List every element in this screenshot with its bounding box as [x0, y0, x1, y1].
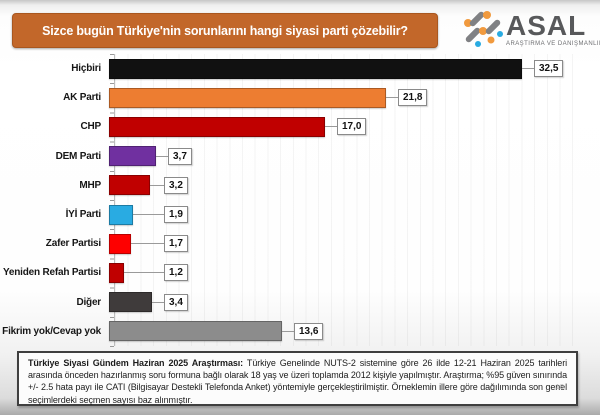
chart-row: CHP 17,0 — [0, 112, 590, 141]
asal-logo: ASAL ARAŞTIRMA VE DANIŞMANLIK — [461, 9, 600, 51]
value-label: 1,9 — [164, 205, 188, 223]
value-label: 1,7 — [164, 235, 188, 253]
bar-track: 21,8 — [108, 83, 590, 112]
bar-track: 17,0 — [108, 112, 590, 141]
leader-line — [156, 155, 168, 157]
bar — [109, 204, 133, 225]
question-banner: Sizce bugün Türkiye'nin sorunlarını hang… — [12, 13, 438, 48]
category-label: Zafer Partisi — [45, 238, 101, 250]
chart-row: AK Parti 21,8 — [0, 83, 590, 112]
bar — [109, 58, 522, 79]
bar — [109, 146, 156, 167]
asal-logo-caption: ARAŞTIRMA VE DANIŞMANLIK — [506, 40, 600, 47]
category-label: Hiçbiri — [71, 63, 101, 75]
bar-track: 3,2 — [108, 171, 590, 200]
bar-track: 1,7 — [108, 229, 590, 258]
category-label: İYİ Parti — [65, 209, 102, 221]
leader-line — [152, 301, 164, 303]
bar — [109, 116, 325, 137]
question-text: Sizce bugün Türkiye'nin sorunlarını hang… — [42, 23, 408, 38]
chart-row: Hiçbiri 32,5 — [0, 54, 590, 83]
bar-track: 3,4 — [108, 288, 590, 317]
leader-line — [325, 126, 337, 128]
value-label: 21,8 — [398, 89, 428, 107]
value-label: 32,5 — [534, 60, 564, 77]
category-label: Yeniden Refah Partisi — [2, 267, 101, 279]
value-label: 3,4 — [164, 293, 188, 311]
chart-row: İYİ Parti 1,9 — [0, 200, 590, 229]
bar — [109, 292, 152, 313]
leader-line — [522, 68, 534, 69]
methodology-title: Türkiye Siyasi Gündem Haziran 2025 Araşt… — [28, 358, 244, 368]
asal-logo-text: ASAL ARAŞTIRMA VE DANIŞMANLIK — [506, 10, 600, 47]
leader-line — [131, 243, 164, 245]
leader-line — [282, 330, 294, 332]
asal-logo-name: ASAL — [506, 10, 587, 42]
bar — [109, 262, 124, 283]
chart-row: DEM Parti 3,7 — [0, 142, 590, 171]
methodology-body: Türkiye Genelinde NUTS-2 sistemine göre … — [28, 358, 567, 405]
value-label: 1,2 — [164, 264, 188, 282]
leader-line — [124, 272, 164, 274]
category-label: DEM Parti — [55, 150, 102, 162]
leader-line — [150, 184, 164, 186]
category-label: Diğer — [76, 296, 101, 308]
leader-line — [386, 97, 398, 99]
value-label: 3,7 — [168, 147, 192, 165]
axis-ticks — [110, 54, 114, 347]
bar-track: 1,9 — [108, 200, 590, 229]
page-number: 19 — [555, 382, 564, 391]
bar-chart: Hiçbiri 32,5 AK Parti 21,8 CHP 17,0 DEM Parti 3… — [0, 54, 590, 346]
chart-row: Yeniden Refah Partisi 1,2 — [0, 258, 590, 287]
asal-logo-mark-icon — [464, 11, 503, 47]
bar — [109, 175, 150, 196]
category-label: AK Parti — [63, 92, 101, 104]
bar-track: 3,7 — [108, 142, 590, 171]
bar-track: 32,5 — [108, 54, 590, 83]
leader-line — [133, 213, 164, 215]
chart-row: Diğer 3,4 — [0, 288, 590, 317]
chart-row: Fikrim yok/Cevap yok 13,6 — [0, 317, 590, 346]
bar-track: 1,2 — [108, 258, 590, 287]
bar-track: 13,6 — [108, 317, 590, 346]
chart-row: Zafer Partisi 1,7 — [0, 229, 590, 258]
category-label: Fikrim yok/Cevap yok — [2, 325, 101, 337]
value-label: 13,6 — [294, 322, 324, 340]
methodology-box: Türkiye Siyasi Gündem Haziran 2025 Araşt… — [17, 351, 578, 406]
value-label: 3,2 — [164, 176, 188, 194]
methodology-text: Türkiye Siyasi Gündem Haziran 2025 Araşt… — [28, 357, 567, 406]
bar — [109, 321, 282, 342]
category-label: CHP — [80, 121, 101, 133]
value-label: 17,0 — [337, 118, 367, 136]
chart-row: MHP 3,2 — [0, 171, 590, 200]
bar — [109, 87, 386, 108]
category-label: MHP — [79, 179, 101, 191]
bar — [109, 233, 131, 254]
